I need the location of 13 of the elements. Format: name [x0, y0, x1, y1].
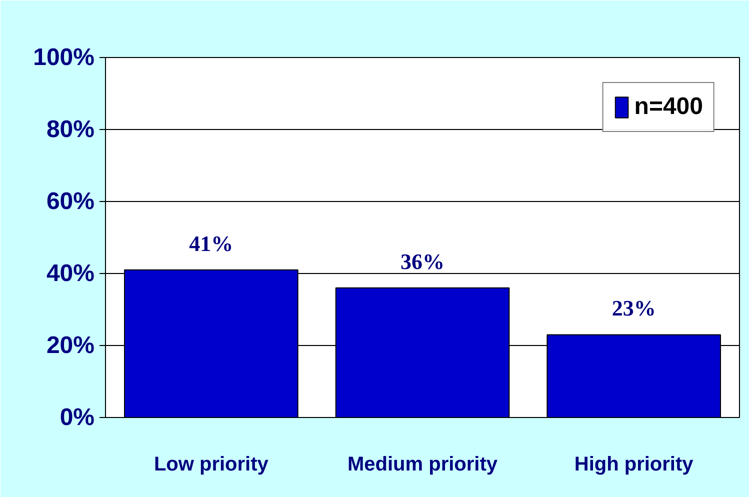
data-label: 23%	[612, 296, 656, 321]
y-tick-label: 20%	[46, 332, 95, 359]
y-tick-label: 60%	[46, 188, 95, 215]
data-label: 41%	[189, 230, 234, 256]
x-tick-label: Low priority	[154, 454, 270, 476]
y-tick-label: 100%	[33, 44, 95, 71]
y-tick-label: 40%	[46, 260, 95, 287]
legend-label: n=400	[634, 93, 703, 121]
x-tick-label: Medium priority	[347, 454, 498, 476]
y-tick-label: 80%	[46, 116, 95, 143]
data-label: 36%	[400, 248, 444, 274]
y-tick-label: 0%	[60, 404, 94, 431]
x-tick-label: High priority	[574, 454, 694, 476]
